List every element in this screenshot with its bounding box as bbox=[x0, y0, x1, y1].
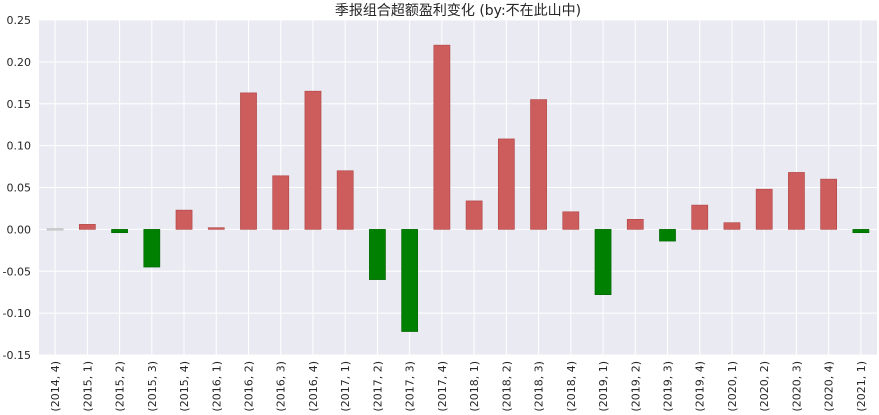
y-tick-label: 0.15 bbox=[7, 98, 32, 111]
x-tick-label: (2020, 2) bbox=[758, 361, 771, 412]
x-tick-label: (2018, 4) bbox=[565, 361, 578, 412]
x-tick-label: (2018, 3) bbox=[533, 361, 546, 412]
bar-12 bbox=[433, 44, 451, 230]
x-tick-label: (2016, 4) bbox=[307, 361, 320, 412]
x-tick-label: (2015, 3) bbox=[146, 361, 159, 412]
bar-5 bbox=[207, 227, 225, 230]
bars bbox=[46, 44, 870, 332]
bar-23 bbox=[788, 172, 805, 230]
x-tick-label: (2020, 4) bbox=[823, 361, 836, 412]
bar-17 bbox=[594, 229, 612, 295]
y-axis-ticks: 0.25 0.20 0.15 0.10 0.05 0.00 -0.05 -0.10 -0.15 bbox=[3, 14, 31, 362]
y-tick-label: 0.10 bbox=[7, 140, 32, 153]
x-tick-label: (2020, 1) bbox=[726, 361, 739, 412]
bar-4 bbox=[175, 209, 193, 230]
x-tick-label: (2016, 2) bbox=[243, 361, 256, 412]
y-tick-label: 0.00 bbox=[7, 223, 32, 236]
x-tick-label: (2021, 1) bbox=[855, 361, 868, 412]
x-tick-label: (2016, 3) bbox=[275, 361, 288, 412]
x-tick-label: (2016, 1) bbox=[210, 361, 223, 412]
x-tick-label: (2018, 2) bbox=[500, 361, 513, 412]
bar-19 bbox=[659, 229, 676, 242]
bar-20 bbox=[691, 204, 709, 230]
chart-title: 季报组合超额盈利变化 (by:不在此山中) bbox=[335, 3, 581, 19]
bar-21 bbox=[723, 222, 741, 230]
y-tick-label: 0.20 bbox=[7, 56, 32, 69]
x-tick-label: (2019, 2) bbox=[629, 361, 642, 412]
x-tick-label: (2017, 1) bbox=[339, 361, 352, 412]
x-tick-label: (2017, 2) bbox=[371, 361, 384, 412]
x-tick-label: (2019, 3) bbox=[662, 361, 675, 412]
bar-9 bbox=[336, 170, 354, 230]
y-tick-label: 0.05 bbox=[7, 182, 32, 195]
bar-24 bbox=[820, 178, 838, 230]
x-tick-label: (2015, 4) bbox=[178, 361, 191, 412]
x-tick-label: (2019, 1) bbox=[597, 361, 610, 412]
bar-1 bbox=[78, 224, 96, 230]
bar-10 bbox=[369, 229, 386, 280]
x-tick-label: (2014, 4) bbox=[49, 361, 62, 412]
bar-16 bbox=[562, 211, 580, 230]
bar-11 bbox=[401, 229, 419, 332]
bar-2 bbox=[111, 229, 128, 234]
y-tick-label: -0.05 bbox=[3, 265, 31, 278]
bar-13 bbox=[465, 200, 483, 230]
x-axis-ticks: (2014, 4) (2015, 1) (2015, 2) (2015, 3) (201… bbox=[49, 361, 868, 412]
bar-0 bbox=[46, 228, 64, 231]
bar-7 bbox=[272, 175, 290, 230]
bar-15 bbox=[530, 99, 547, 230]
x-tick-label: (2018, 1) bbox=[468, 361, 481, 412]
bar-25 bbox=[852, 229, 870, 234]
y-tick-label: -0.15 bbox=[3, 349, 31, 362]
bar-18 bbox=[626, 219, 644, 230]
bar-14 bbox=[497, 138, 515, 230]
y-tick-label: 0.25 bbox=[7, 14, 32, 27]
x-tick-label: (2019, 4) bbox=[694, 361, 707, 412]
bar-8 bbox=[304, 90, 322, 230]
x-tick-label: (2020, 3) bbox=[790, 361, 803, 412]
bar-22 bbox=[755, 188, 773, 230]
x-tick-label: (2017, 3) bbox=[404, 361, 417, 412]
bar-3 bbox=[143, 229, 161, 268]
x-tick-label: (2017, 4) bbox=[436, 361, 449, 412]
x-tick-label: (2015, 2) bbox=[114, 361, 127, 412]
bar-6 bbox=[240, 92, 257, 230]
x-tick-label: (2015, 1) bbox=[81, 361, 94, 412]
y-tick-label: -0.10 bbox=[3, 307, 31, 320]
